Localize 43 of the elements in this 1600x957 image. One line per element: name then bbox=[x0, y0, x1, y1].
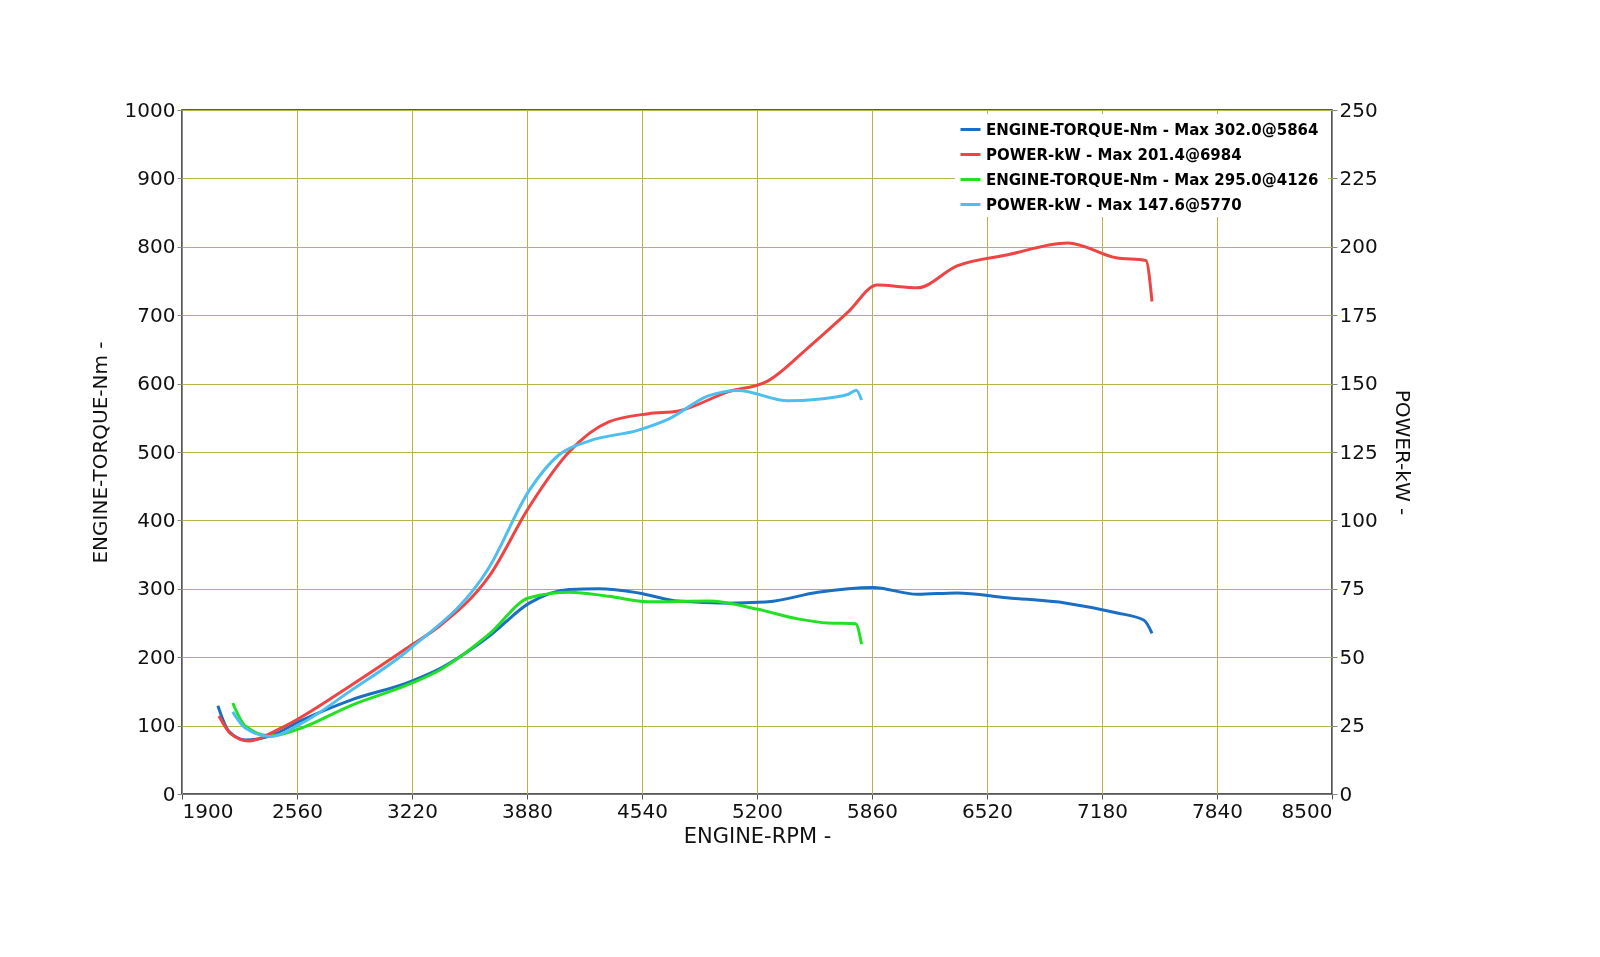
y-tick-label: 900 bbox=[137, 165, 176, 190]
x-axis-title: ENGINE-RPM - bbox=[683, 823, 832, 848]
legend-label: ENGINE-TORQUE-Nm - Max 295.0@4126 bbox=[986, 170, 1319, 189]
line-series bbox=[231, 590, 864, 738]
x-tick-label: 8500 bbox=[1281, 798, 1333, 823]
y2-tick-label: 150 bbox=[1339, 371, 1378, 396]
line-series bbox=[217, 241, 1154, 743]
y-tick-label: 400 bbox=[137, 507, 176, 532]
y-axis-title: ENGINE-TORQUE-Nm - bbox=[87, 341, 112, 564]
y2-axis-title: POWER-kW - bbox=[1390, 389, 1415, 516]
y2-tick-label: 225 bbox=[1339, 165, 1378, 190]
x-tick-label: 6520 bbox=[962, 798, 1013, 823]
y-tick-label: 800 bbox=[137, 234, 176, 259]
x-tick-label: 7180 bbox=[1077, 798, 1128, 823]
y-tick-label: 300 bbox=[137, 576, 176, 601]
x-tick-label: 4540 bbox=[617, 798, 668, 823]
y-tick-label: 500 bbox=[137, 439, 176, 464]
x-tick-label: 5200 bbox=[732, 798, 783, 823]
y-tick-label: 600 bbox=[137, 371, 176, 396]
y2-tick-label: 0 bbox=[1339, 781, 1353, 806]
legend-label: POWER-kW - Max 201.4@6984 bbox=[986, 145, 1242, 164]
x-tick-label: 7840 bbox=[1192, 798, 1243, 823]
y2-tick-label: 100 bbox=[1339, 507, 1378, 532]
y2-tick-label: 50 bbox=[1339, 644, 1365, 669]
y2-tick-label: 25 bbox=[1339, 713, 1365, 738]
y-tick-label: 0 bbox=[162, 781, 176, 806]
x-tick-label: 5860 bbox=[847, 798, 898, 823]
y-tick-label: 200 bbox=[137, 644, 176, 669]
y2-tick-label: 125 bbox=[1339, 439, 1378, 464]
legend-label: ENGINE-TORQUE-Nm - Max 302.0@5864 bbox=[986, 120, 1319, 139]
y2-tick-label: 75 bbox=[1339, 576, 1365, 601]
x-tick-label: 3880 bbox=[502, 798, 553, 823]
y-tick-label: 1000 bbox=[124, 97, 176, 122]
line-series bbox=[231, 388, 864, 739]
x-tick-label: 2560 bbox=[272, 798, 323, 823]
y2-tick-label: 250 bbox=[1339, 97, 1378, 122]
y2-tick-label: 175 bbox=[1339, 302, 1378, 327]
y-tick-label: 100 bbox=[137, 713, 176, 738]
x-tick-label: 3220 bbox=[387, 798, 438, 823]
y2-tick-label: 200 bbox=[1339, 234, 1378, 259]
legend-label: POWER-kW - Max 147.6@5770 bbox=[986, 195, 1242, 214]
x-tick-label: 1900 bbox=[182, 798, 234, 823]
y-tick-label: 700 bbox=[137, 302, 176, 327]
